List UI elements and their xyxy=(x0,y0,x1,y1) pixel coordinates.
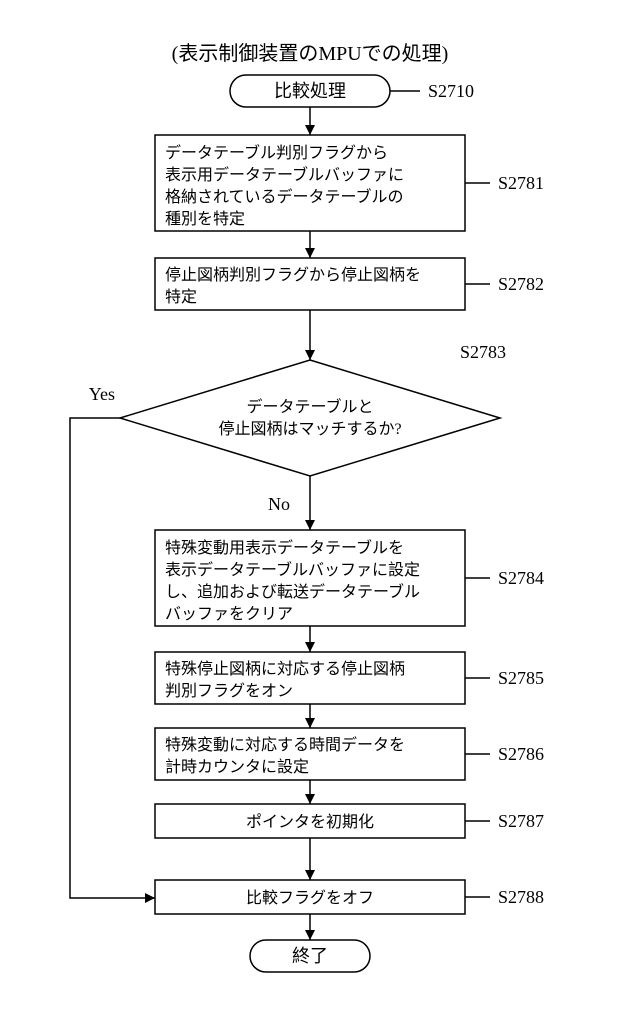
n4-line1: 判別フラグをオン xyxy=(165,682,293,700)
arrowhead xyxy=(305,930,315,940)
start-step: S2710 xyxy=(428,81,474,101)
flowchart-canvas: (表示制御装置のMPUでの処理) 比較処理 S2710 データテーブル判別フラグ… xyxy=(0,0,640,1032)
process-n7: 比較フラグをオフ S2788 xyxy=(155,880,544,914)
n5-step: S2786 xyxy=(498,744,544,764)
start-label: 比較処理 xyxy=(274,81,346,101)
n3-step: S2784 xyxy=(498,568,544,588)
d1-step: S2783 xyxy=(460,342,506,362)
n4-step: S2785 xyxy=(498,668,544,688)
n5-line0: 特殊変動に対応する時間データを xyxy=(165,735,405,754)
n1-line2: 格納されているデータテーブルの xyxy=(165,187,404,206)
n2-line0: 停止図柄判別フラグから停止図柄を xyxy=(165,266,421,284)
arrowhead xyxy=(305,520,315,530)
diagram-header: (表示制御装置のMPUでの処理) xyxy=(172,42,449,65)
process-n1: データテーブル判別フラグから 表示用データテーブルバッファに 格納されているデー… xyxy=(155,135,544,231)
n2-line1: 特定 xyxy=(165,288,197,306)
process-n3: 特殊変動用表示データテーブルを 表示データテーブルバッファに設定 し、追加および… xyxy=(155,530,544,626)
d1-yes-label: Yes xyxy=(89,384,115,404)
n3-line0: 特殊変動用表示データテーブルを xyxy=(165,538,404,557)
n1-line0: データテーブル判別フラグから xyxy=(165,143,388,162)
arrowhead xyxy=(305,642,315,652)
process-n4: 特殊停止図柄に対応する停止図柄 判別フラグをオン S2785 xyxy=(155,652,544,704)
arrowhead xyxy=(305,794,315,804)
end-label: 終了 xyxy=(292,946,328,966)
arrowhead xyxy=(305,248,315,258)
n7-step: S2788 xyxy=(498,887,544,907)
n6-line0: ポインタを初期化 xyxy=(246,813,374,831)
n4-line0: 特殊停止図柄に対応する停止図柄 xyxy=(165,660,405,678)
n5-line1: 計時カウンタに設定 xyxy=(165,758,309,776)
arrowhead xyxy=(305,350,315,360)
arrowhead xyxy=(305,718,315,728)
n1-line1: 表示用データテーブルバッファに xyxy=(165,165,404,184)
n3-line2: し、追加および転送データテーブル xyxy=(165,582,420,601)
edge-yes xyxy=(70,418,155,898)
process-n5: 特殊変動に対応する時間データを 計時カウンタに設定 S2786 xyxy=(155,728,544,780)
n2-step: S2782 xyxy=(498,274,544,294)
arrowhead xyxy=(145,893,155,903)
decision-d1: データテーブルと 停止図柄はマッチするか? S2783 xyxy=(120,342,506,476)
n1-step: S2781 xyxy=(498,173,544,193)
terminator-end: 終了 xyxy=(250,940,370,972)
n1-line3: 種別を特定 xyxy=(165,210,245,228)
process-n6: ポインタを初期化 S2787 xyxy=(155,804,544,838)
d1-line0: データテーブルと xyxy=(246,397,373,416)
arrowhead xyxy=(305,870,315,880)
n6-step: S2787 xyxy=(498,811,544,831)
arrowhead xyxy=(305,125,315,135)
d1-line1: 停止図柄はマッチするか? xyxy=(218,420,401,438)
terminator-start: 比較処理 S2710 xyxy=(230,75,474,107)
d1-no-label: No xyxy=(268,494,290,514)
n3-line3: バッファをクリア xyxy=(165,605,293,623)
process-n2: 停止図柄判別フラグから停止図柄を 特定 S2782 xyxy=(155,258,544,310)
n7-line0: 比較フラグをオフ xyxy=(246,889,374,907)
n3-line1: 表示データテーブルバッファに設定 xyxy=(165,560,420,579)
